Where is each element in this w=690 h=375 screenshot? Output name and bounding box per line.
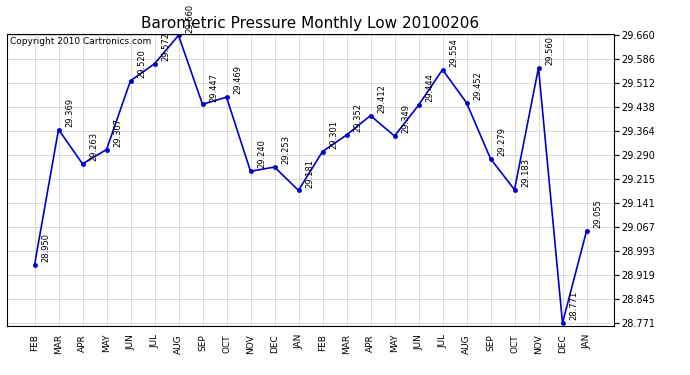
- Text: 29.554: 29.554: [449, 38, 458, 67]
- Text: 29.469: 29.469: [233, 65, 242, 94]
- Title: Barometric Pressure Monthly Low 20100206: Barometric Pressure Monthly Low 20100206: [141, 16, 480, 31]
- Text: 29.183: 29.183: [522, 158, 531, 187]
- Text: 29.301: 29.301: [329, 120, 338, 149]
- Text: 29.181: 29.181: [306, 159, 315, 188]
- Text: 29.055: 29.055: [593, 200, 602, 228]
- Text: 29.279: 29.279: [497, 127, 506, 156]
- Text: 29.412: 29.412: [377, 84, 386, 113]
- Text: 29.240: 29.240: [257, 140, 266, 168]
- Text: 29.452: 29.452: [473, 71, 482, 100]
- Text: 29.560: 29.560: [545, 36, 555, 65]
- Text: 29.253: 29.253: [282, 135, 290, 164]
- Text: 29.307: 29.307: [113, 118, 122, 147]
- Text: 29.352: 29.352: [353, 103, 362, 132]
- Text: 29.447: 29.447: [210, 72, 219, 102]
- Text: 28.771: 28.771: [569, 291, 578, 320]
- Text: 28.950: 28.950: [41, 233, 50, 262]
- Text: 29.263: 29.263: [90, 132, 99, 161]
- Text: 29.349: 29.349: [402, 104, 411, 133]
- Text: 29.444: 29.444: [426, 74, 435, 102]
- Text: 29.369: 29.369: [66, 98, 75, 127]
- Text: 29.572: 29.572: [161, 32, 170, 61]
- Text: 29.660: 29.660: [186, 3, 195, 33]
- Text: 29.520: 29.520: [137, 49, 146, 78]
- Text: Copyright 2010 Cartronics.com: Copyright 2010 Cartronics.com: [10, 37, 151, 46]
